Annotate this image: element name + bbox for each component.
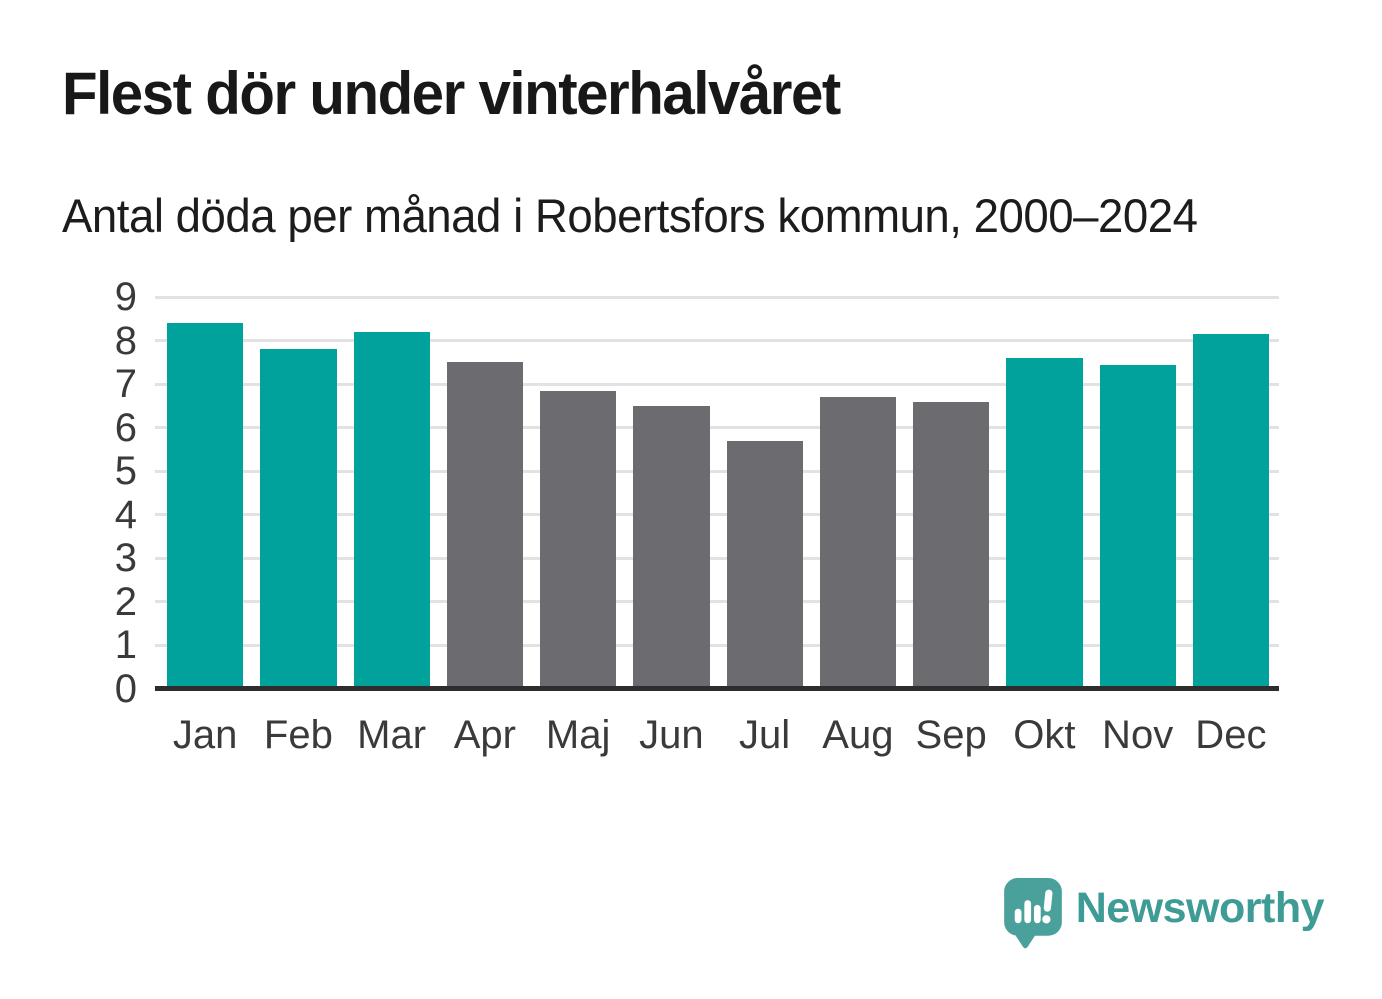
y-tick-label-0: 0	[114, 667, 137, 711]
month-column-jan: Jan	[167, 297, 244, 755]
y-tick-label-7: 7	[114, 362, 137, 407]
gridline-y-4	[155, 513, 1279, 517]
x-tick-label-dec: Dec	[1195, 713, 1267, 757]
y-tick-label-2: 2	[114, 579, 137, 624]
y-tick-label-3: 3	[114, 536, 137, 581]
x-tick-label-sep: Sep	[915, 713, 987, 757]
bar-series: Jan Feb Mar Apr Maj Jun Jul Aug Sep Okt Nov Dec	[155, 297, 1279, 755]
x-tick-label-jun: Jun	[639, 713, 704, 757]
month-column-mar: Mar	[353, 297, 430, 755]
x-tick-label-apr: Apr	[453, 713, 516, 757]
y-tick-label-5: 5	[114, 449, 137, 494]
bar-sep	[913, 401, 990, 689]
x-tick-label-maj: Maj	[545, 713, 611, 757]
gridline-y-7	[155, 382, 1279, 386]
gridline-y-8	[155, 339, 1279, 343]
chart-subtitle: Antal döda per månad i Robertsfors kommu…	[62, 189, 1198, 242]
newsworthy-branding: Newsworthy	[1003, 878, 1325, 953]
bar-maj	[540, 390, 617, 689]
y-tick-label-1: 1	[114, 623, 137, 668]
gridline-y-1	[155, 643, 1279, 647]
bar-dec	[1192, 334, 1269, 689]
bar-okt	[1006, 357, 1083, 689]
x-tick-label-feb: Feb	[263, 713, 333, 757]
y-tick-label-4: 4	[114, 492, 137, 537]
newsworthy-speech-bubble-barchart-icon	[1003, 878, 1062, 949]
bar-jun	[633, 405, 710, 689]
gridline-y-2	[155, 600, 1279, 604]
month-column-nov: Nov	[1099, 297, 1176, 755]
bar-feb	[260, 349, 337, 689]
newsworthy-logo-text: Newsworthy	[1075, 884, 1325, 932]
bar-apr	[446, 362, 523, 689]
month-column-jul: Jul	[726, 297, 803, 755]
month-column-okt: Okt	[1006, 297, 1083, 755]
chart-title: Flest dör under vinterhalvåret	[62, 60, 841, 127]
gridline-y-6	[155, 426, 1279, 430]
y-tick-label-6: 6	[114, 405, 137, 450]
month-column-apr: Apr	[446, 297, 523, 755]
bar-aug	[819, 397, 896, 689]
x-tick-label-okt: Okt	[1013, 713, 1076, 757]
y-tick-label-8: 8	[114, 318, 137, 363]
gridline-y-3	[155, 556, 1279, 560]
x-tick-label-mar: Mar	[357, 713, 427, 757]
gridline-y-5	[155, 469, 1279, 473]
x-tick-label-jul: Jul	[739, 713, 791, 757]
bar-mar	[353, 331, 430, 689]
x-axis-line	[155, 686, 1279, 691]
x-tick-label-jan: Jan	[172, 713, 238, 757]
month-column-feb: Feb	[260, 297, 337, 755]
gridline-y-9	[155, 295, 1279, 299]
month-column-sep: Sep	[913, 297, 990, 755]
month-column-dec: Dec	[1192, 297, 1269, 755]
month-column-jun: Jun	[633, 297, 710, 755]
bar-jan	[167, 323, 244, 689]
y-tick-label-9: 9	[114, 275, 137, 319]
x-tick-label-aug: Aug	[822, 713, 894, 757]
bar-nov	[1099, 364, 1176, 689]
x-tick-label-nov: Nov	[1102, 713, 1174, 757]
bar-jul	[726, 440, 803, 689]
month-column-aug: Aug	[819, 297, 896, 755]
month-column-maj: Maj	[540, 297, 617, 755]
